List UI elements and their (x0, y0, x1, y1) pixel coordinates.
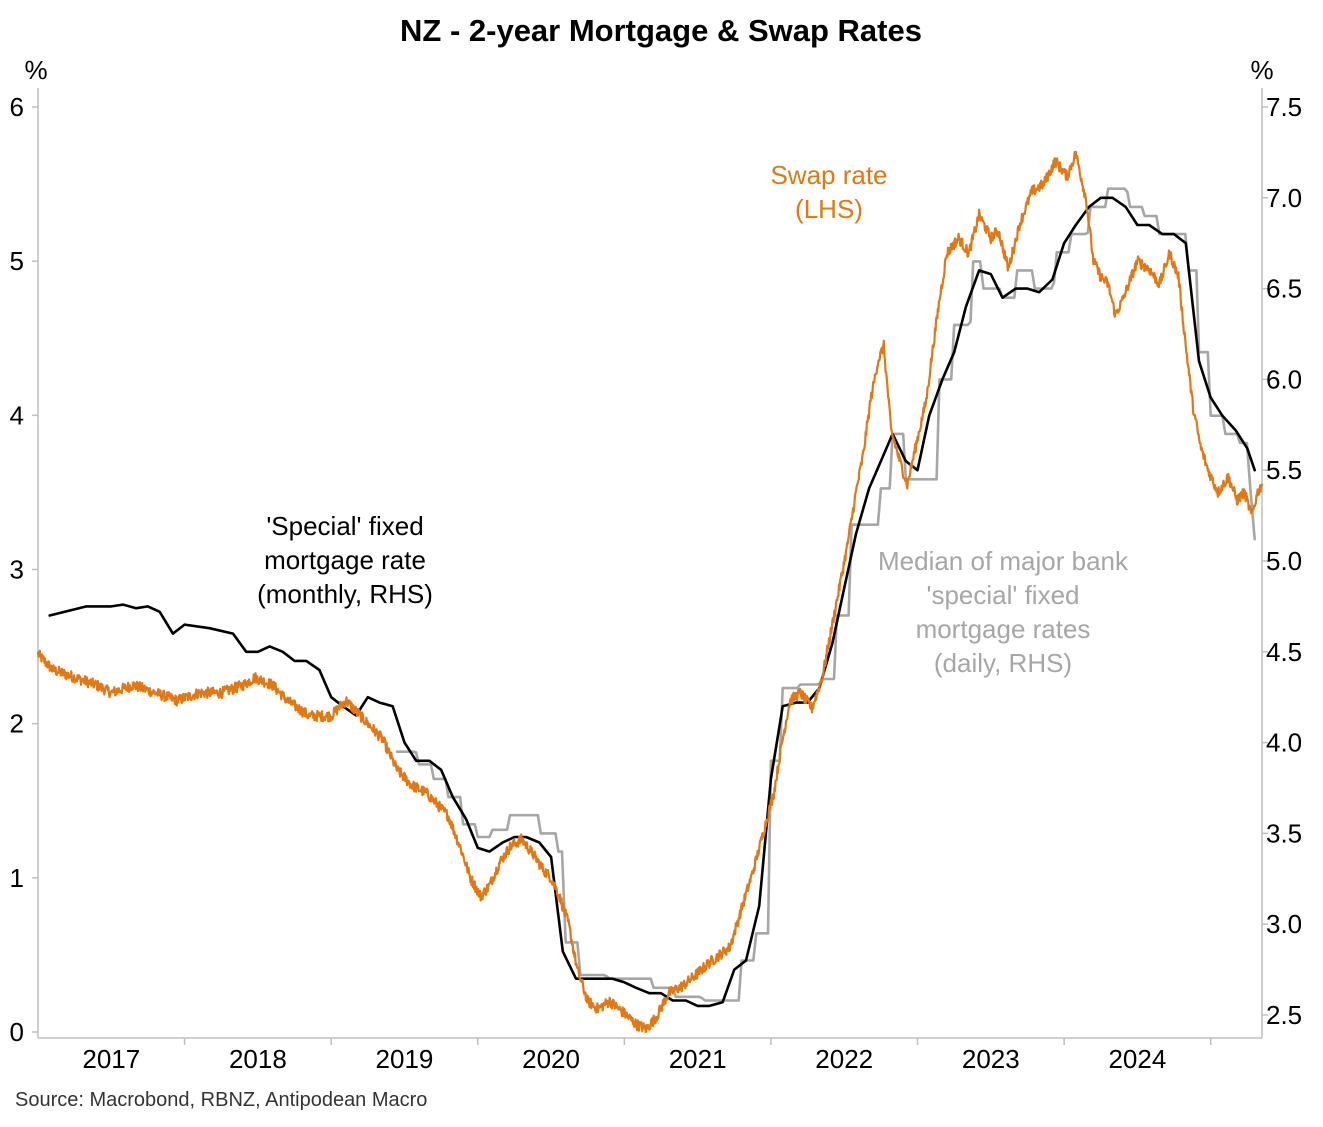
right-tick-label: 3.0 (1266, 909, 1302, 939)
axes-layer: 0 1 2 3 4 5 6 2.5 3.0 3.5 4.0 4.5 5.0 5.5 6.0 6.5 7.0 7.5… (10, 88, 1302, 1074)
left-tick-label: 5 (10, 246, 24, 276)
x-tick-label: 2024 (1108, 1044, 1166, 1074)
right-axis-unit: % (1250, 55, 1273, 85)
annotation-line: Median of major bank (878, 546, 1129, 576)
right-tick-label: 4.0 (1266, 728, 1302, 758)
right-tick-label: 3.5 (1266, 818, 1302, 848)
series-line-swap (36, 150, 1264, 1034)
annotations-layer: Swap rate (LHS) 'Special' fixed mortgage ra… (257, 160, 1129, 678)
left-tick-label: 1 (10, 863, 24, 893)
left-tick-label: 2 (10, 709, 24, 739)
annotation-swap: Swap rate (LHS) (770, 160, 887, 224)
right-tick-label: 4.5 (1266, 637, 1302, 667)
annotation-line: mortgage rates (916, 614, 1091, 644)
left-axis-unit: % (24, 55, 47, 85)
annotation-line: 'Special' fixed (266, 511, 423, 541)
right-tick-label: 7.0 (1266, 183, 1302, 213)
annotation-monthly: 'Special' fixed mortgage rate (monthly, RH… (257, 511, 433, 609)
right-tick-label: 5.5 (1266, 455, 1302, 485)
x-tick-label: 2018 (229, 1044, 287, 1074)
series-line-median (395, 187, 1256, 1002)
right-tick-label: 7.5 (1266, 92, 1302, 122)
x-tick-label: 2019 (376, 1044, 434, 1074)
annotation-line: (daily, RHS) (934, 648, 1072, 678)
annotation-line: Swap rate (770, 160, 887, 190)
right-tick-label: 6.0 (1266, 364, 1302, 394)
annotation-line: (LHS) (795, 194, 863, 224)
left-tick-label: 4 (10, 400, 24, 430)
right-tick-label: 2.5 (1266, 1000, 1302, 1030)
x-tick-label: 2022 (815, 1044, 873, 1074)
series-line-monthly (48, 196, 1256, 1008)
x-tick-label: 2020 (522, 1044, 580, 1074)
x-tick-label: 2017 (82, 1044, 140, 1074)
left-tick-label: 6 (10, 92, 24, 122)
series-layer (36, 150, 1264, 1034)
x-tick-label: 2023 (962, 1044, 1020, 1074)
annotation-line: mortgage rate (264, 545, 426, 575)
left-tick-label: 3 (10, 555, 24, 585)
annotation-line: 'special' fixed (926, 580, 1079, 610)
left-tick-label: 0 (10, 1017, 24, 1047)
chart-title: NZ - 2-year Mortgage & Swap Rates (400, 13, 922, 48)
x-tick-label: 2021 (669, 1044, 727, 1074)
source-note: Source: Macrobond, RBNZ, Antipodean Macr… (15, 1089, 427, 1111)
right-tick-label: 5.0 (1266, 546, 1302, 576)
right-tick-label: 6.5 (1266, 274, 1302, 304)
annotation-median: Median of major bank 'special' fixed mortg… (878, 546, 1129, 678)
annotation-line: (monthly, RHS) (257, 579, 433, 609)
